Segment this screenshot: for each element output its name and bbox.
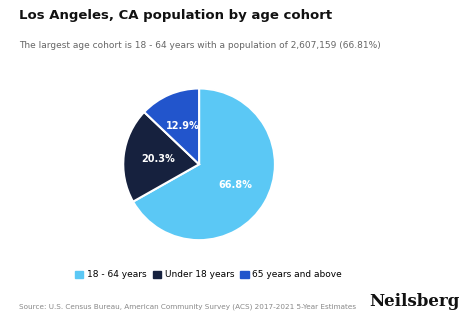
Text: Source: U.S. Census Bureau, American Community Survey (ACS) 2017-2021 5-Year Est: Source: U.S. Census Bureau, American Com…: [19, 303, 356, 310]
Wedge shape: [123, 112, 199, 202]
Text: 12.9%: 12.9%: [166, 121, 200, 131]
Text: 20.3%: 20.3%: [141, 154, 174, 164]
Wedge shape: [133, 88, 275, 240]
Text: 66.8%: 66.8%: [218, 180, 252, 190]
Wedge shape: [144, 88, 199, 164]
Legend: 18 - 64 years, Under 18 years, 65 years and above: 18 - 64 years, Under 18 years, 65 years …: [72, 267, 346, 283]
Text: Neilsberg: Neilsberg: [369, 293, 460, 310]
Text: Los Angeles, CA population by age cohort: Los Angeles, CA population by age cohort: [19, 9, 332, 22]
Text: The largest age cohort is 18 - 64 years with a population of 2,607,159 (66.81%): The largest age cohort is 18 - 64 years …: [19, 41, 381, 50]
